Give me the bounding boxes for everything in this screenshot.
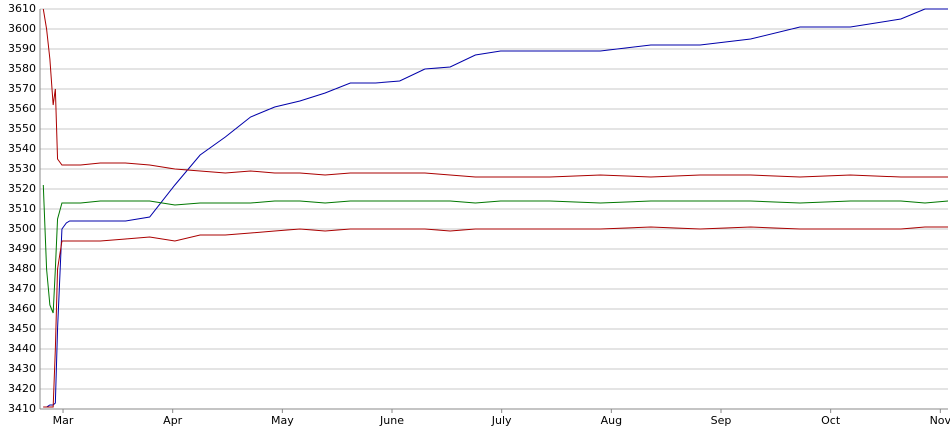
y-tick-label: 3420 [8,382,36,395]
x-tick-label: Aug [601,414,622,427]
x-tick-label: Nov [930,414,950,427]
x-tick-label: June [379,414,404,427]
y-tick-label: 3600 [8,22,36,35]
y-tick-label: 3550 [8,122,36,135]
y-tick-label: 3580 [8,62,36,75]
y-tick-label: 3590 [8,42,36,55]
y-tick-label: 3490 [8,242,36,255]
y-tick-label: 3560 [8,102,36,115]
y-tick-label: 3570 [8,82,36,95]
x-tick-label: May [271,414,294,427]
series-line [42,8,948,178]
x-tick-label: Mar [53,414,74,427]
y-tick-label: 3480 [8,262,36,275]
y-tick-label: 3470 [8,282,36,295]
y-tick-label: 3500 [8,222,36,235]
y-tick-label: 3460 [8,302,36,315]
y-tick-label: 3410 [8,402,36,415]
x-tick-label: Sep [711,414,732,427]
y-tick-label: 3510 [8,202,36,215]
series-line [43,226,948,408]
y-tick-label: 3440 [8,342,36,355]
y-tick-label: 3610 [8,2,36,15]
y-tick-label: 3540 [8,142,36,155]
series-line [42,184,949,314]
y-tick-label: 3520 [8,182,36,195]
x-tick-label: Oct [821,414,841,427]
y-tick-label: 3430 [8,362,36,375]
y-tick-label: 3450 [8,322,36,335]
x-tick-label: Apr [163,414,183,427]
y-tick-label: 3530 [8,162,36,175]
x-tick-label: July [491,414,512,427]
series-line [43,8,948,408]
